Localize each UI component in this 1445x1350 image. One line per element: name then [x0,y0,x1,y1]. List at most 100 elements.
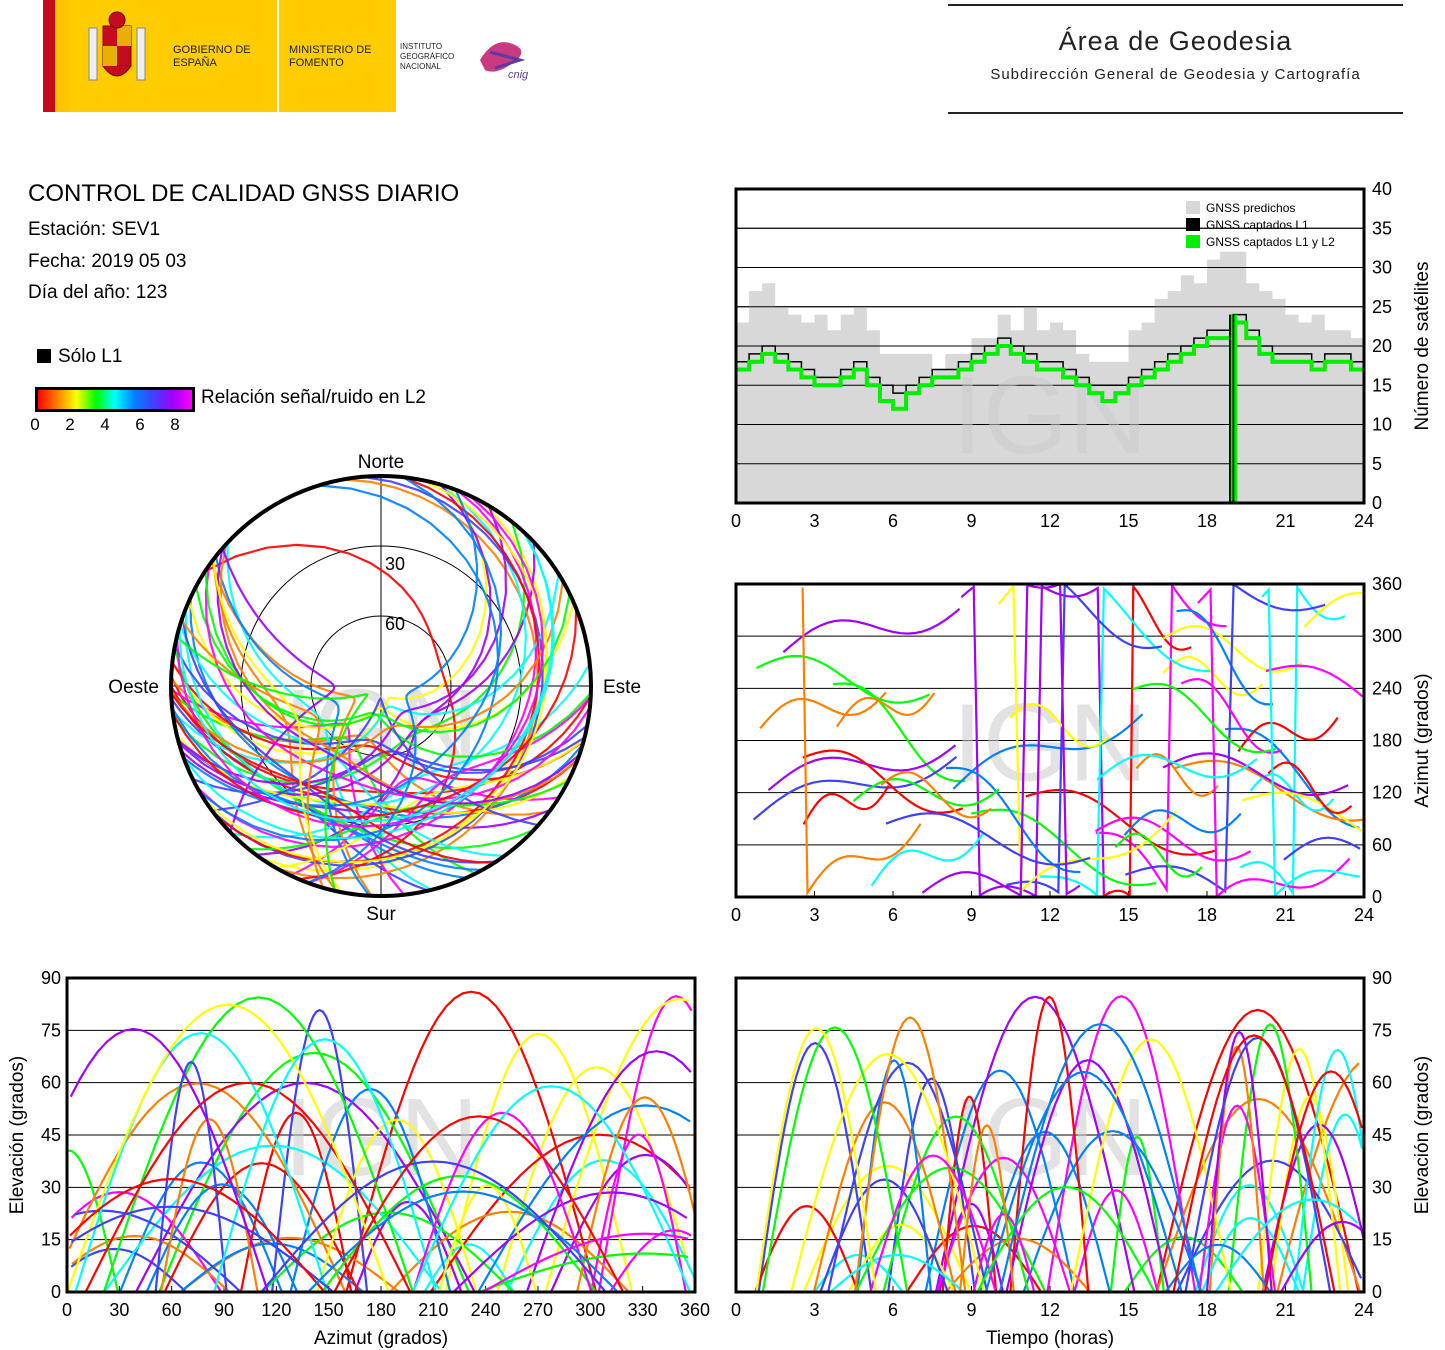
satellite-track [170,698,429,892]
elevation-time-track [1155,1097,1362,1293]
satellite-track [204,543,457,881]
elevation-azimuth-track [71,1234,231,1293]
satellite-track [170,692,495,864]
x-axis-label: Azimut (grados) [314,1328,448,1349]
elevation-time-track [1022,1129,1203,1293]
y-tick-label: 25 [1372,297,1392,317]
y-axis-label: Azimut (grados) [1412,673,1433,807]
x-tick-label: 60 [162,1300,182,1320]
elevation-azimuth-track [429,1133,691,1293]
y-tick-label: 40 [1372,179,1392,199]
satellite-track [180,750,552,829]
elevation-azimuth-track [321,1174,597,1293]
elevation-azimuth-track [389,1210,630,1293]
elevation-time-track [1280,1220,1364,1293]
x-tick-label: 9 [966,1300,976,1320]
elevation-time-track [934,995,1136,1293]
satellite-track [277,478,539,880]
satellite-track [173,645,588,774]
azimuth-track [835,692,936,728]
elevation-azimuth-track [66,1003,390,1293]
x-tick-label: 3 [809,511,819,531]
elevation-time-track [1176,1159,1363,1293]
area-subtitle: Subdirección General de Geodesia y Carto… [990,66,1361,83]
elevation-time-track [1198,1104,1277,1293]
elevation-time-track [848,1223,955,1293]
elevation-azimuth-track [506,1159,696,1293]
azimuth-track [945,766,1081,874]
satellite-track [170,676,592,795]
elevation-azimuth-track [609,1229,692,1293]
satellite-track [196,489,538,849]
satellite-track [170,692,477,875]
y-tick-label: 240 [1372,678,1402,698]
x-tick-label: 120 [261,1300,291,1320]
ign-watermark: IGN [952,682,1148,805]
legend-label: GNSS captados L1 y L2 [1206,235,1335,249]
azimuth-track [1025,788,1216,856]
y-tick-label: 20 [1372,336,1392,356]
azimuth-track [1006,581,1163,895]
x-tick-label: 300 [575,1300,605,1320]
elevation-time-track [1214,1198,1359,1293]
area-title: Área de Geodesia [1058,26,1293,56]
l1-only-label: Sólo L1 [58,346,123,367]
y-tick-label: 45 [41,1125,61,1145]
azimuth-track [759,691,887,730]
elevation-azimuth-track [353,1200,463,1293]
y-tick-label: 30 [1372,258,1392,278]
azimuth-track [885,812,1091,866]
y-tick-label: 0 [1372,1282,1382,1302]
elevation-azimuth-track [345,990,598,1293]
azimuth-track [832,682,966,783]
azimuth-vs-time-chart [735,635,1365,897]
gobierno-text: GOBIERNO DE ESPAÑA [173,44,251,69]
y-tick-label: 30 [1372,1177,1392,1197]
x-tick-label: 6 [888,905,898,925]
y-tick-label: 0 [1372,493,1382,513]
elevation-time-track [958,1124,1015,1293]
azimuth-track [1180,677,1283,754]
azimuth-track [880,771,992,819]
azimuth-track [1197,586,1351,899]
satellite-track [171,608,578,819]
cnig-logo-icon: cnig [480,42,529,81]
ring-label-60: 60 [385,614,405,634]
elevation-ring-60 [310,615,452,757]
satellite-track [212,475,544,867]
elevation-azimuth-track [68,1149,119,1293]
azimuth-track [801,587,922,897]
satellite-track [176,636,369,892]
elevation-time-track [754,1204,860,1293]
satellite-track [202,478,549,864]
l1l2-series [736,320,1364,411]
azimuth-track [1173,759,1364,822]
elevation-time-track [829,1253,965,1293]
elevation-azimuth-track [102,996,414,1293]
y-tick-label: 75 [41,1020,61,1040]
satellite-track [171,486,488,755]
satellite-track [248,780,569,851]
azimuth-track [1095,581,1227,894]
elevation-ring-30 [240,545,522,827]
elevation-time-track [1261,1123,1365,1293]
y-tick-label: 0 [1372,887,1382,907]
y-tick-label: 120 [1372,783,1402,803]
colorbar-tick: 4 [100,415,110,434]
x-tick-label: 90 [214,1300,234,1320]
azimuth-track [1237,717,1339,753]
x-tick-label: 360 [680,1300,710,1320]
elevation-time-track [856,1059,933,1293]
elevation-azimuth-track [158,1051,470,1293]
legend-swatch [1186,218,1200,231]
azimuth-track [1261,586,1360,899]
plot-border [734,187,1366,505]
satellite-track [275,739,585,869]
azimuth-track [802,785,890,825]
elevation-azimuth-track [525,1050,692,1293]
x-tick-label: 18 [1197,1300,1217,1320]
elevation-time-track [819,1178,949,1293]
elevation-time-track [1205,1030,1273,1293]
colorbar-tick: 6 [135,415,145,434]
x-tick-label: 3 [809,1300,819,1320]
